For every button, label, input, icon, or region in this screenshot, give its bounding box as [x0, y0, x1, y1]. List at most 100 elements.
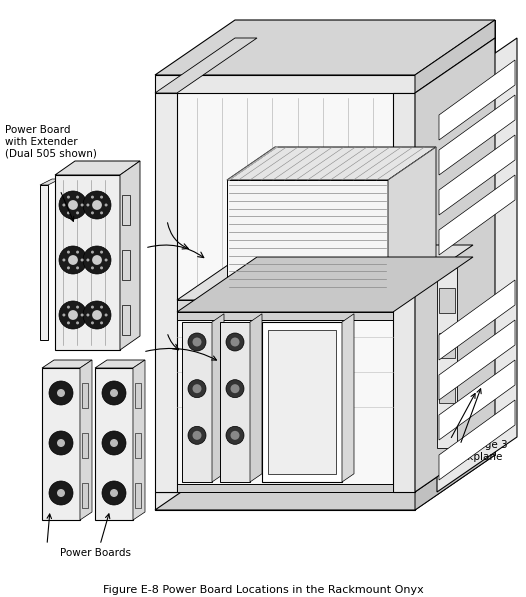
Circle shape — [49, 481, 73, 505]
Polygon shape — [439, 400, 515, 480]
Circle shape — [68, 255, 78, 265]
Polygon shape — [155, 455, 495, 510]
Circle shape — [92, 255, 102, 265]
Polygon shape — [439, 135, 515, 215]
Polygon shape — [177, 312, 393, 320]
Circle shape — [226, 426, 244, 444]
Polygon shape — [439, 95, 515, 175]
Circle shape — [102, 381, 126, 405]
Circle shape — [188, 426, 206, 444]
Circle shape — [91, 306, 94, 309]
Circle shape — [91, 251, 94, 254]
Circle shape — [63, 313, 65, 316]
Circle shape — [57, 439, 65, 447]
Circle shape — [230, 337, 239, 346]
Circle shape — [59, 246, 87, 274]
Circle shape — [102, 481, 126, 505]
Polygon shape — [155, 75, 415, 93]
Polygon shape — [212, 314, 224, 482]
Polygon shape — [177, 312, 393, 492]
Circle shape — [102, 431, 126, 455]
Circle shape — [86, 204, 89, 207]
Polygon shape — [42, 360, 92, 368]
Circle shape — [67, 196, 70, 199]
Polygon shape — [95, 368, 133, 520]
Polygon shape — [257, 38, 473, 245]
Circle shape — [76, 211, 79, 214]
Circle shape — [230, 384, 239, 393]
Polygon shape — [439, 378, 455, 403]
Polygon shape — [388, 147, 436, 300]
Circle shape — [110, 439, 118, 447]
Polygon shape — [262, 322, 342, 482]
Circle shape — [67, 251, 70, 254]
Polygon shape — [82, 483, 88, 508]
Polygon shape — [122, 195, 130, 225]
Polygon shape — [182, 322, 212, 482]
Polygon shape — [439, 60, 515, 140]
Polygon shape — [415, 437, 495, 510]
Polygon shape — [155, 93, 177, 492]
Circle shape — [193, 337, 201, 346]
Polygon shape — [227, 180, 388, 300]
Polygon shape — [439, 280, 515, 360]
Text: Figure E-8 Power Board Locations in the Rackmount Onyx: Figure E-8 Power Board Locations in the … — [103, 585, 423, 595]
Circle shape — [76, 266, 79, 269]
Polygon shape — [135, 383, 141, 408]
Circle shape — [105, 313, 108, 316]
Circle shape — [100, 196, 103, 199]
Polygon shape — [133, 360, 145, 520]
Circle shape — [83, 191, 111, 219]
Circle shape — [100, 306, 103, 309]
Circle shape — [100, 266, 103, 269]
Circle shape — [76, 196, 79, 199]
Polygon shape — [155, 38, 257, 93]
Circle shape — [92, 310, 102, 320]
Circle shape — [226, 333, 244, 351]
Polygon shape — [415, 38, 495, 492]
Circle shape — [91, 211, 94, 214]
Circle shape — [57, 389, 65, 397]
Circle shape — [76, 321, 79, 324]
Polygon shape — [155, 20, 495, 75]
Circle shape — [59, 191, 87, 219]
Polygon shape — [120, 161, 140, 350]
Circle shape — [83, 246, 111, 274]
Polygon shape — [473, 20, 495, 455]
Polygon shape — [439, 320, 515, 400]
Circle shape — [67, 266, 70, 269]
Text: Power Boards: Power Boards — [60, 548, 131, 558]
Polygon shape — [439, 175, 515, 255]
Circle shape — [230, 431, 239, 440]
Circle shape — [188, 380, 206, 398]
Circle shape — [76, 306, 79, 309]
Circle shape — [100, 321, 103, 324]
Polygon shape — [40, 185, 48, 340]
Circle shape — [63, 259, 65, 261]
Polygon shape — [250, 314, 262, 482]
Circle shape — [86, 259, 89, 261]
Polygon shape — [55, 161, 140, 175]
Polygon shape — [177, 300, 393, 312]
Circle shape — [188, 333, 206, 351]
Circle shape — [86, 313, 89, 316]
Circle shape — [91, 266, 94, 269]
Text: Cardcage 3
Backplane: Cardcage 3 Backplane — [448, 440, 508, 461]
Polygon shape — [135, 433, 141, 458]
Polygon shape — [235, 20, 257, 455]
Polygon shape — [177, 245, 473, 300]
Polygon shape — [220, 322, 250, 482]
Polygon shape — [439, 288, 455, 313]
Polygon shape — [80, 360, 92, 520]
Circle shape — [68, 310, 78, 320]
Circle shape — [91, 321, 94, 324]
Circle shape — [110, 489, 118, 497]
Circle shape — [91, 196, 94, 199]
Circle shape — [67, 211, 70, 214]
Polygon shape — [40, 179, 60, 185]
Polygon shape — [95, 360, 145, 368]
Circle shape — [100, 251, 103, 254]
Circle shape — [63, 204, 65, 207]
Circle shape — [80, 259, 84, 261]
Circle shape — [49, 381, 73, 405]
